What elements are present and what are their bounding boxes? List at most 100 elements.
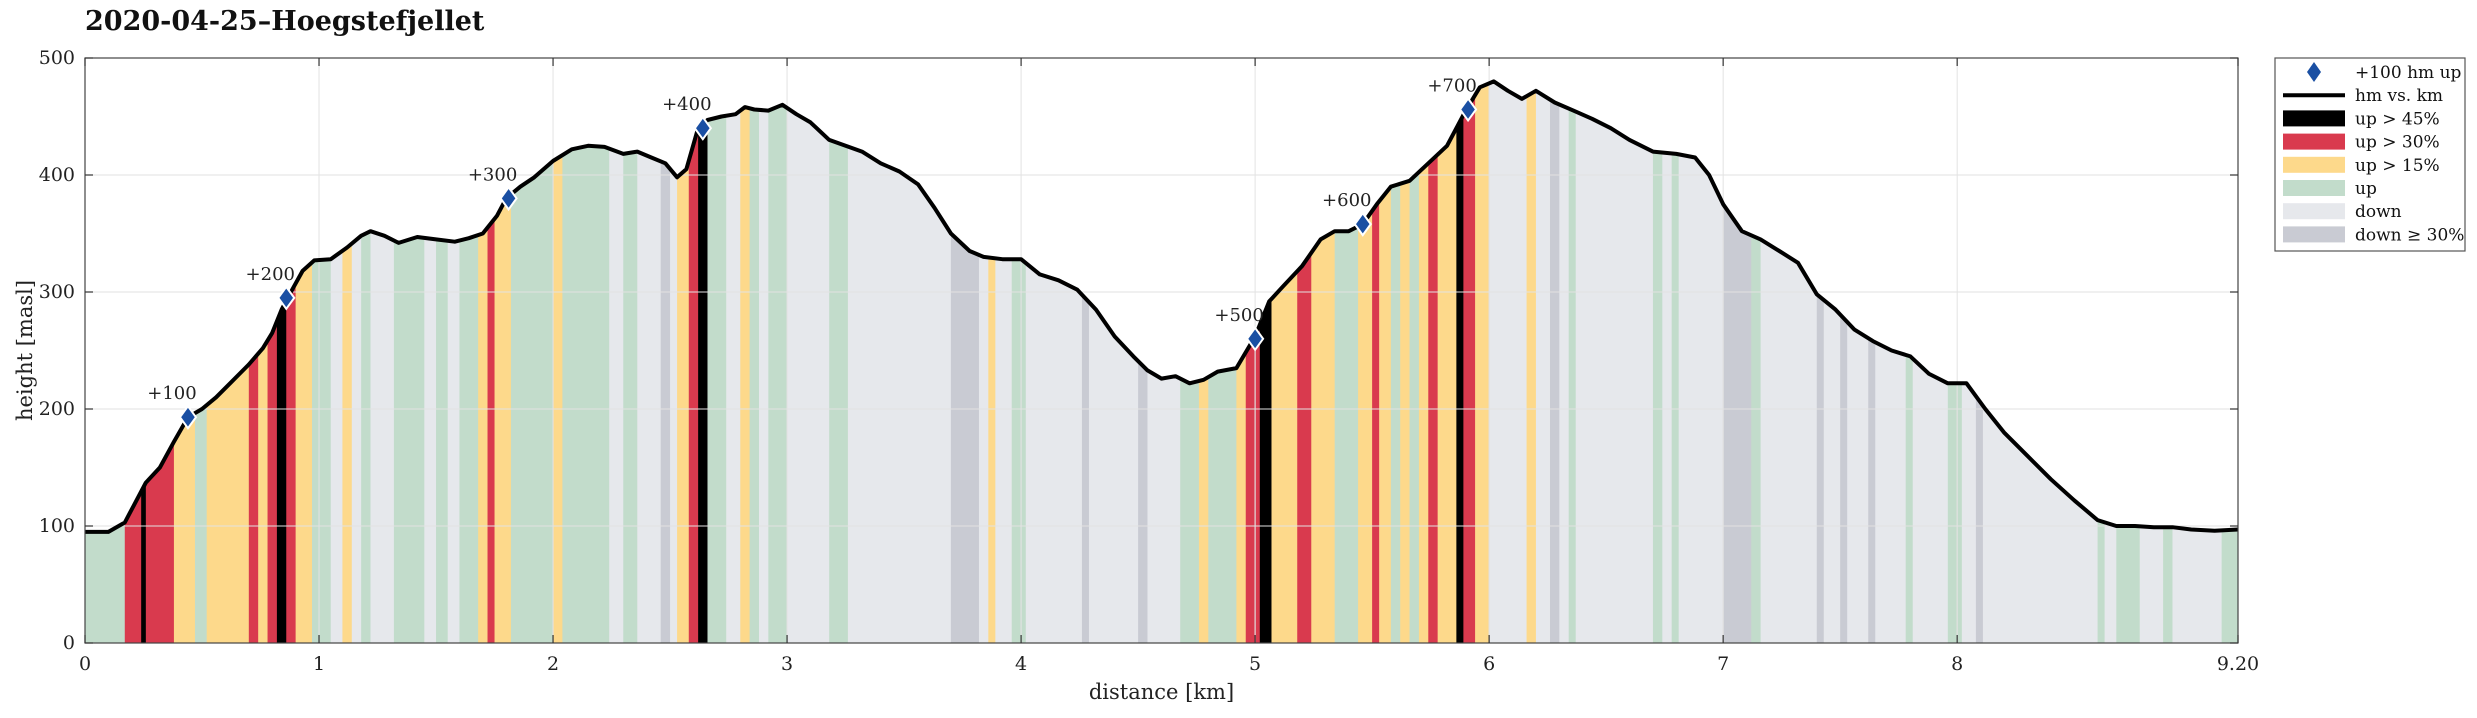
segment-up15 <box>1400 58 1410 643</box>
segment-down30 <box>1840 58 1848 643</box>
milestone-label: +400 <box>662 94 711 115</box>
segment-up45 <box>698 58 708 643</box>
milestone-marker <box>1458 96 1478 123</box>
segment-down30 <box>1816 58 1825 643</box>
milestone-label: +100 <box>147 383 196 404</box>
x-tick-label: 4 <box>1015 653 1027 675</box>
segment-up15 <box>677 58 690 643</box>
legend-label: down ≥ 30% <box>2355 225 2464 245</box>
segment-up <box>829 58 849 643</box>
legend-swatch-up15 <box>2283 156 2345 173</box>
y-axis-label: height [masl] <box>13 280 37 421</box>
segment-up30 <box>286 58 297 643</box>
milestone-marker <box>178 404 198 430</box>
x-tick-label: 7 <box>1717 653 1729 675</box>
segment-up30 <box>688 58 699 643</box>
segment-down30 <box>1549 58 1560 643</box>
segment-down30 <box>1081 58 1090 643</box>
segment-down <box>758 58 769 643</box>
legend-label: up > 15% <box>2355 156 2440 176</box>
milestone-marker <box>693 115 713 141</box>
y-tick-label: 200 <box>39 398 75 420</box>
y-tick-label: 400 <box>39 164 75 186</box>
segment-up <box>1652 58 1663 643</box>
chart-title: 2020-04-25–Hoegstefjellet <box>85 6 485 37</box>
segment-up15 <box>1437 58 1457 643</box>
legend-swatch-up30 <box>2283 133 2345 150</box>
segment-up15 <box>1475 58 1490 643</box>
segment-up <box>768 58 779 643</box>
segment-down30 <box>1868 58 1876 643</box>
segment-up15 <box>553 58 563 643</box>
segment-up <box>562 58 610 643</box>
segment-up15 <box>478 58 488 643</box>
segment-up30 <box>1372 58 1380 643</box>
segment-down <box>1489 58 1527 643</box>
x-axis-label: distance [km] <box>1089 680 1234 704</box>
segment-down <box>726 58 741 643</box>
y-tick-label: 500 <box>39 47 75 69</box>
segment-up15 <box>342 58 353 643</box>
segment-down <box>1662 58 1673 643</box>
legend-label: up <box>2355 179 2377 199</box>
segment-up <box>1390 58 1401 643</box>
x-tick-label: 8 <box>1951 653 1963 675</box>
segment-up <box>777 58 788 643</box>
segment-down <box>670 58 678 643</box>
legend-label: down <box>2355 202 2402 222</box>
segment-up <box>1568 58 1577 643</box>
segment-down <box>787 58 830 643</box>
x-tick-label: 5 <box>1249 653 1261 675</box>
legend-label: +100 hm up <box>2355 63 2462 83</box>
segment-down <box>637 58 662 643</box>
axes-frame <box>84 57 2239 644</box>
segment-up <box>361 58 371 643</box>
segment-up <box>1671 58 1680 643</box>
milestone-marker <box>277 285 296 311</box>
legend-label: up > 45% <box>2355 109 2440 129</box>
legend-marker-swatch <box>2307 62 2321 82</box>
x-tick-label: 3 <box>781 653 793 675</box>
segment-up <box>623 58 638 643</box>
segment-up15 <box>1418 58 1429 643</box>
legend-swatch-down <box>2283 203 2345 220</box>
legend-label: up > 30% <box>2355 133 2440 153</box>
segment-up45 <box>1456 58 1464 643</box>
x-tick-label: 1 <box>313 653 325 675</box>
segment-down <box>609 58 624 643</box>
x-tick-label: 2 <box>547 653 559 675</box>
segment-down <box>978 58 989 643</box>
segment-up <box>707 58 727 643</box>
elevation-profile-line <box>85 79 2239 534</box>
y-tick-label: 300 <box>39 281 75 303</box>
x-tick-label: 0 <box>79 653 91 675</box>
legend-label: hm vs. km <box>2355 86 2443 106</box>
segment-up30 <box>1428 58 1439 643</box>
segment-up15 <box>1379 58 1392 643</box>
segment-up30 <box>1463 58 1476 643</box>
x-tick-label: 6 <box>1483 653 1495 675</box>
segment-down <box>1535 58 1551 643</box>
y-tick-label: 100 <box>39 515 75 537</box>
legend-swatch-up <box>2283 180 2345 196</box>
y-tick-label: 0 <box>63 632 75 654</box>
segment-up45 <box>276 58 287 643</box>
axis-ticks: 0 1 2 3 4 5 6 7 8 9.20 0 100 200 300 400 500 <box>39 47 2259 675</box>
milestone-marker <box>499 185 518 212</box>
legend-swatch-up45 <box>2283 110 2345 127</box>
milestone-marker <box>1353 211 1372 237</box>
segment-up30 <box>487 58 495 643</box>
segment-down <box>351 58 362 643</box>
segment-up <box>749 58 760 643</box>
legend-swatch-down30 <box>2283 226 2345 243</box>
segment-up <box>1751 58 1761 643</box>
segment-up15 <box>988 58 996 643</box>
x-tick-label: 9.20 <box>2217 653 2259 675</box>
area-mask <box>85 56 2238 532</box>
milestone-marker <box>1245 326 1265 352</box>
segment-down <box>1559 58 1570 643</box>
milestone-label: +700 <box>1427 75 1476 96</box>
milestone-markers: +100 +200 +300 +400 +500 +600 +700 <box>147 75 1478 430</box>
milestone-label: +300 <box>468 164 517 185</box>
milestone-label: +500 <box>1214 305 1263 326</box>
